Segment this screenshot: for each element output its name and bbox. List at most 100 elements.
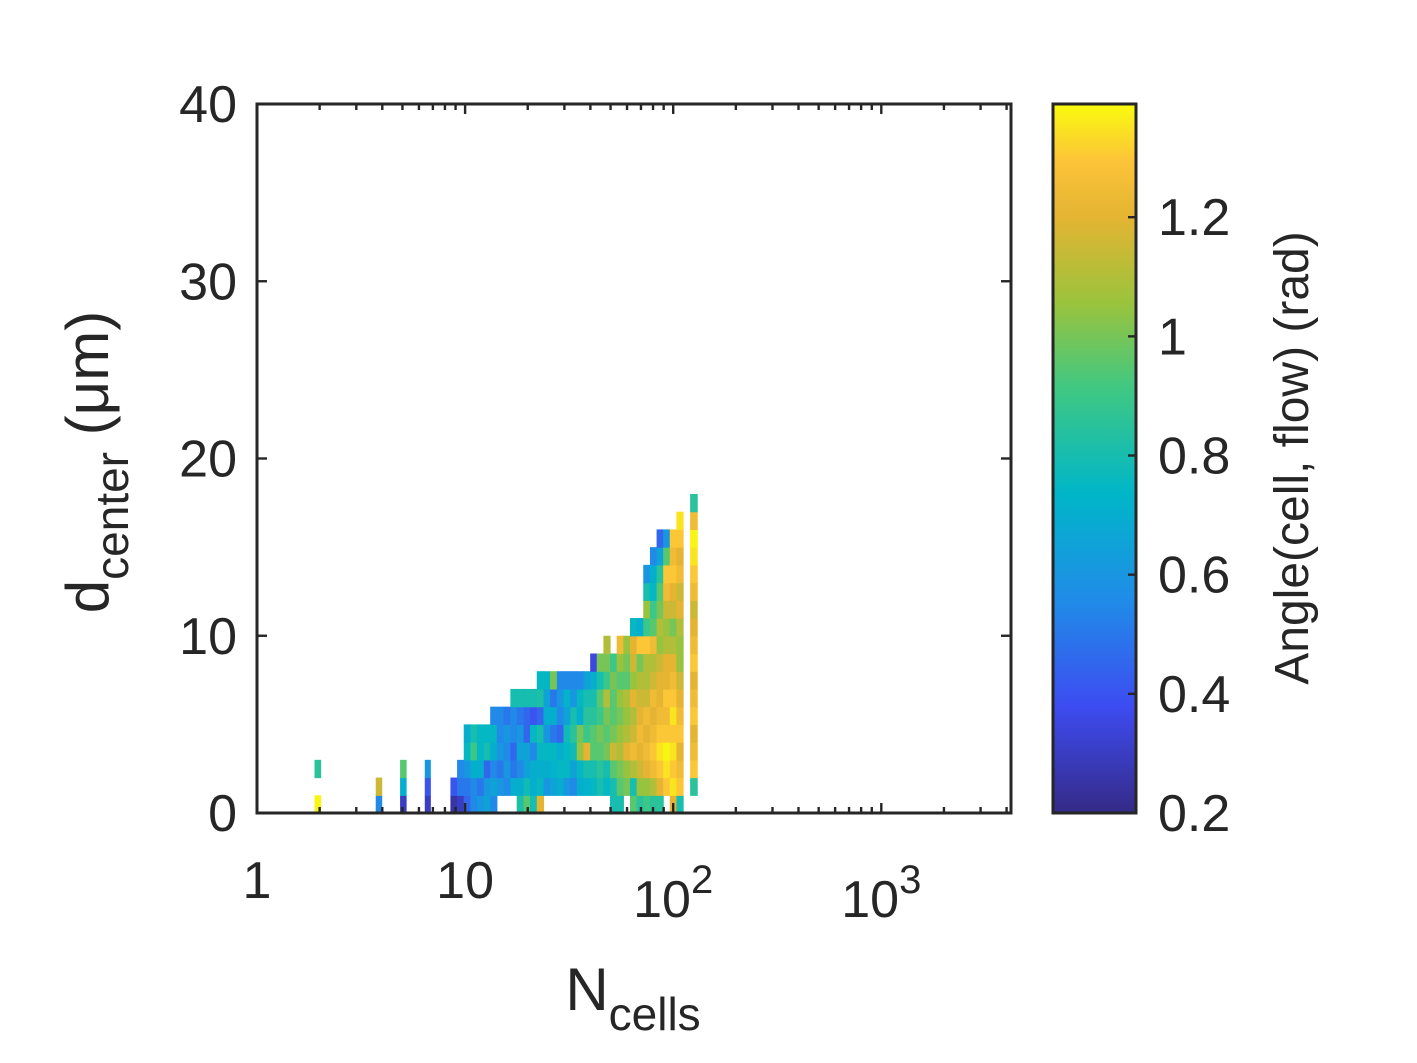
heatmap-cell (649, 795, 658, 814)
heatmap-cell (649, 618, 658, 637)
heatmap-cell (690, 635, 698, 655)
heatmap-cell (590, 688, 598, 708)
colorbar-gradient (1053, 104, 1136, 813)
heatmap-cell (636, 671, 644, 690)
heatmap-cell (656, 635, 664, 655)
y-tick-label: 10 (179, 608, 237, 666)
heatmap-cell (536, 742, 545, 761)
heatmap-cell (556, 777, 565, 796)
heatmap-cell (556, 742, 565, 761)
heatmap-cell (563, 742, 571, 761)
heatmap-cell (590, 777, 598, 796)
heatmap-cell (496, 777, 505, 796)
heatmap-cell (563, 759, 571, 779)
heatmap-cell (596, 671, 605, 690)
heatmap-cell (463, 795, 471, 814)
heatmap-cell (649, 635, 658, 655)
heatmap-cell (649, 724, 658, 743)
heatmap-cell (669, 688, 677, 708)
heatmap-cell (623, 706, 631, 725)
heatmap-cell (636, 618, 644, 637)
x-axis-label: Ncells (565, 956, 700, 1040)
heatmap-cell (529, 742, 538, 761)
heatmap-cell (596, 688, 605, 708)
heatmap-cell (676, 724, 684, 743)
heatmap-cell (496, 706, 505, 725)
heatmap-cell (543, 688, 551, 708)
heatmap-cell (630, 688, 638, 708)
heatmap-cell (610, 759, 618, 779)
heatmap-cell (516, 706, 525, 725)
y-axis-ticks: 0 10 20 30 40 (179, 76, 1011, 843)
heatmap-cell (536, 724, 545, 743)
heatmap-cell (400, 759, 407, 779)
heatmap-cell (656, 688, 664, 708)
heatmap-cell (669, 635, 677, 655)
heatmap-cell (603, 688, 611, 708)
y-axis-label: dcenter (μm) (54, 311, 138, 613)
heatmap-cell (529, 724, 538, 743)
heatmap-cell (314, 795, 322, 814)
heatmap-cell (636, 777, 644, 796)
heatmap-cell (690, 671, 698, 690)
heatmap-cell (476, 795, 485, 814)
heatmap-cell (656, 742, 664, 761)
heatmap-cell (630, 724, 638, 743)
heatmap-cell (603, 759, 611, 779)
heatmap-cell (483, 795, 491, 814)
heatmap-cell (457, 759, 465, 779)
heatmap-cell (643, 653, 651, 672)
heatmap-cell (583, 706, 591, 725)
heatmap-cell (470, 759, 478, 779)
heatmap-cell (490, 706, 498, 725)
heatmap-cell (510, 724, 518, 743)
heatmap-cell (476, 742, 485, 761)
heatmap-cell (596, 742, 605, 761)
heatmap-cell (510, 706, 518, 725)
heatmap-cell (649, 653, 658, 672)
heatmap-cell (636, 688, 644, 708)
heatmap-cell (656, 653, 664, 672)
heatmap-cell (676, 511, 684, 530)
axis-labels: Ncells dcenter (μm) Angle(cell, flow) (rad… (54, 231, 1319, 1040)
heatmap-cell (663, 600, 671, 619)
heatmap-cell (663, 777, 671, 796)
x-tick-label: 10 (436, 852, 494, 910)
heatmap-cell (690, 547, 698, 566)
heatmap-cell (503, 742, 511, 761)
heatmap-cell (476, 759, 485, 779)
heatmap-cell (643, 600, 651, 619)
heatmap-cell (676, 759, 684, 779)
colorbar-tick-label: 1 (1158, 308, 1187, 366)
heatmap-cell (656, 564, 664, 584)
heatmap-cell (663, 618, 671, 637)
heatmap-cell (663, 529, 671, 548)
heatmap-cell (656, 618, 664, 637)
heatmap-cell (583, 777, 591, 796)
heatmap-cell (596, 706, 605, 725)
heatmap-cell (669, 582, 677, 601)
heatmap-cell (663, 547, 671, 566)
heatmap-cell (476, 777, 485, 796)
heatmap-cell (649, 582, 658, 601)
heatmap-cell (669, 600, 677, 619)
heatmap-cell (490, 795, 498, 814)
heatmap-cell (503, 724, 511, 743)
y-tick-label: 30 (179, 253, 237, 311)
heatmap-cell (623, 724, 631, 743)
heatmap-cell (583, 759, 591, 779)
heatmap-cell (543, 777, 551, 796)
heatmap-cell (616, 759, 624, 779)
heatmap-cell (610, 777, 618, 796)
heatmap-cell (529, 688, 538, 708)
heatmap-cell (576, 671, 584, 690)
heatmap-cell (503, 759, 511, 779)
heatmap-cell (676, 582, 684, 601)
heatmap-cell (570, 706, 578, 725)
heatmap-cell (556, 724, 565, 743)
heatmap-cell (563, 671, 571, 690)
heatmap-cell (690, 777, 698, 796)
heatmap-cell (590, 671, 598, 690)
heatmap-cell (510, 759, 518, 779)
heatmap-cell (529, 706, 538, 725)
